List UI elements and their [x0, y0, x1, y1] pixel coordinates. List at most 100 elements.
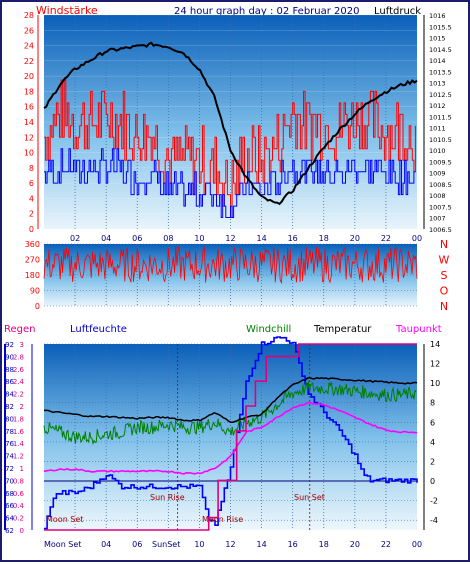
temperature-title: Temperatur	[313, 324, 372, 335]
wind-average-line	[44, 148, 416, 218]
rain-tick-label: 3	[20, 341, 24, 349]
pressure-tick-label: 1009	[429, 170, 446, 178]
compass-label: N	[440, 238, 448, 251]
rain-tick-label: 0.2	[13, 515, 24, 523]
humidity-axis-title: Luftfeuchte	[70, 324, 127, 335]
direction-tick-label: 360	[25, 240, 40, 249]
compass-label: S	[441, 269, 448, 282]
wind-tick-label: 16	[24, 103, 34, 112]
rain-tick-label: 2.6	[13, 366, 25, 374]
wind-tick-label: 28	[24, 11, 34, 20]
dewpoint-title: Taupunkt	[395, 324, 442, 335]
wind-tick-label: 18	[24, 87, 34, 96]
x-tick-label-bottom: 16	[288, 540, 298, 549]
temperature-tick-label: -2	[430, 497, 438, 506]
rain-axis-title: Regen	[4, 324, 36, 335]
chart-title: 24 hour graph day : 02 Februar 2020	[174, 6, 359, 17]
pressure-tick-label: 1008.5	[429, 181, 452, 189]
wind-direction-line	[43, 245, 418, 285]
x-tick-label: 02	[70, 234, 80, 243]
x-tick-label: 14	[256, 234, 266, 243]
wind-tick-label: 26	[24, 26, 34, 35]
pressure-tick-label: 1007.5	[429, 203, 452, 211]
annotation-moon-rise: Moon Rise	[202, 515, 243, 524]
pressure-tick-label: 1008	[429, 192, 446, 200]
wind-tick-label: 2	[29, 210, 34, 219]
rain-tick-label: 0.6	[13, 490, 25, 498]
wind-axis-title: Windstärke	[36, 4, 98, 17]
pressure-tick-label: 1006.5	[429, 226, 452, 234]
x-tick-label-bottom: 06	[132, 540, 142, 549]
x-tick-label: 06	[132, 234, 142, 243]
windchill-line	[43, 381, 417, 446]
x-tick-label-bottom: 22	[381, 540, 391, 549]
compass-label: N	[440, 300, 448, 313]
wind-tick-label: 10	[24, 149, 34, 158]
wind-tick-label: 12	[24, 133, 34, 142]
temperature-tick-label: 0	[430, 477, 435, 486]
rain-tick-label: 0.4	[13, 502, 25, 510]
x-tick-label: 04	[101, 234, 111, 243]
wind-tick-label: 24	[24, 42, 34, 51]
wind-tick-label: 4	[29, 194, 34, 203]
bottom-annotation-sun: SunSet	[152, 540, 180, 549]
humidity-tick-label: 68	[5, 490, 14, 498]
humidity-tick-label: 82	[5, 403, 14, 411]
temperature-tick-label: 12	[430, 360, 440, 369]
x-tick-label: 10	[194, 234, 204, 243]
humidity-tick-label: 92	[5, 341, 14, 349]
annotation-sun-rise: Sun Rise	[150, 493, 185, 502]
humidity-tick-label: 62	[5, 527, 14, 535]
temperature-tick-label: -4	[430, 516, 438, 525]
pressure-tick-label: 1014.5	[429, 46, 452, 54]
direction-tick-label: 0	[35, 302, 40, 311]
humidity-tick-label: 70	[5, 477, 14, 485]
humidity-tick-label: 80	[5, 415, 14, 423]
wind-tick-label: 8	[29, 164, 34, 173]
rain-tick-label: 2	[20, 403, 24, 411]
pressure-tick-label: 1010.5	[429, 136, 452, 144]
humidity-tick-label: 66	[5, 502, 14, 510]
dewpoint-line	[43, 401, 418, 475]
annotation-moon-set: Moon Set	[46, 515, 83, 524]
compass-label: O	[440, 285, 449, 298]
pressure-tick-label: 1011.5	[429, 113, 452, 121]
x-tick-label-bottom: 10	[194, 540, 204, 549]
humidity-tick-label: 76	[5, 440, 14, 448]
wind-tick-label: 0	[29, 225, 34, 234]
rain-tick-label: 1.6	[13, 428, 25, 436]
x-tick-label: 22	[381, 234, 391, 243]
humidity-line	[44, 336, 418, 530]
x-tick-label: 08	[163, 234, 173, 243]
rain-tick-label: 1.4	[13, 440, 25, 448]
temperature-tick-label: 14	[430, 340, 440, 349]
x-tick-label-bottom: 04	[101, 540, 111, 549]
pressure-axis-title: Luftdruck	[374, 6, 421, 17]
rain-line	[44, 343, 417, 531]
temperature-tick-label: 8	[430, 399, 435, 408]
rain-tick-label: 0.8	[13, 477, 24, 485]
pressure-tick-label: 1015.5	[429, 23, 452, 31]
x-tick-label: 16	[288, 234, 298, 243]
annotation-sun-set: Sun Set	[294, 493, 325, 502]
x-tick-label: 18	[319, 234, 329, 243]
wind-gust-line	[44, 79, 416, 218]
humidity-tick-label: 88	[5, 366, 14, 374]
rain-tick-label: 0	[20, 527, 24, 535]
direction-tick-label: 180	[25, 271, 40, 280]
pressure-tick-label: 1009.5	[429, 158, 452, 166]
pressure-tick-label: 1012	[429, 102, 446, 110]
bottom-annotation-moon: Moon Set	[44, 540, 81, 549]
x-tick-label-bottom: 00	[412, 540, 422, 549]
rain-tick-label: 2.4	[13, 378, 25, 386]
temperature-tick-label: 2	[430, 457, 435, 466]
pressure-line	[43, 41, 418, 206]
rain-tick-label: 2.2	[13, 391, 24, 399]
pressure-tick-label: 1016	[429, 12, 446, 20]
humidity-tick-label: 74	[5, 453, 14, 461]
x-tick-label: 12	[225, 234, 235, 243]
pressure-tick-label: 1013.5	[429, 68, 452, 76]
x-tick-label-bottom: 20	[350, 540, 360, 549]
